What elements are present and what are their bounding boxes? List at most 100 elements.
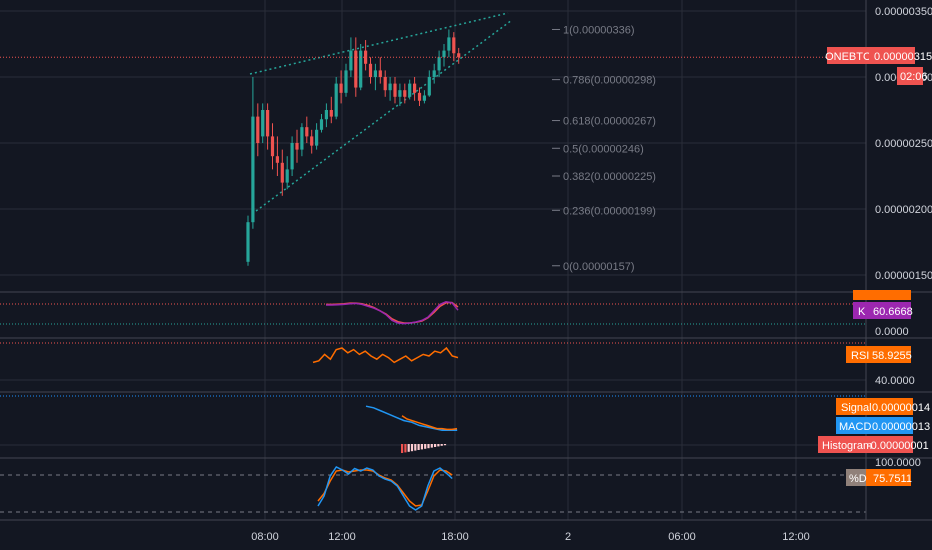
candle-body bbox=[315, 129, 319, 146]
countdown-label: 02:06 bbox=[900, 71, 928, 83]
candle bbox=[457, 47, 461, 64]
stochrsi-d-line bbox=[317, 469, 453, 507]
candle-body bbox=[452, 37, 456, 54]
rsi-axis-label: 40.0000 bbox=[875, 375, 915, 387]
candle-body bbox=[261, 110, 265, 137]
candle bbox=[413, 77, 417, 101]
candle bbox=[442, 44, 446, 67]
fib-level-label: 0(0.00000157) bbox=[563, 261, 635, 273]
candle bbox=[339, 70, 343, 104]
candle bbox=[290, 136, 294, 176]
candle-body bbox=[329, 110, 333, 117]
fibonacci-retracement[interactable]: 1(0.00000336) 0.786(0.00000298) 0.618(0.00… bbox=[552, 24, 656, 273]
candle-body bbox=[427, 77, 431, 96]
rsi-line bbox=[312, 346, 459, 364]
candle bbox=[246, 215, 250, 266]
candle bbox=[427, 70, 431, 97]
histogram-bar bbox=[417, 444, 420, 450]
candlestick-series bbox=[246, 29, 461, 266]
rising-wedge-lines[interactable] bbox=[249, 12, 513, 215]
signal-line bbox=[401, 415, 458, 431]
stoch-badges: K 60.6668 0.0000 bbox=[853, 290, 913, 338]
time-tick-label: 08:00 bbox=[251, 531, 279, 543]
candle-body bbox=[403, 90, 407, 97]
price-tick-label: 0.00000150 bbox=[875, 270, 932, 282]
candle-body bbox=[246, 222, 250, 262]
candle bbox=[388, 77, 392, 101]
histogram-bar bbox=[427, 444, 430, 449]
candle bbox=[256, 103, 260, 157]
wedge-upper-line bbox=[249, 12, 509, 75]
candle-body bbox=[305, 127, 309, 137]
candle bbox=[251, 77, 255, 229]
candle bbox=[295, 129, 299, 163]
candle bbox=[319, 113, 324, 133]
candle-body bbox=[290, 143, 294, 170]
candle bbox=[334, 77, 338, 120]
price-tick-label: 0.00000250 bbox=[875, 138, 932, 150]
candle bbox=[378, 57, 382, 84]
histogram-bar bbox=[401, 444, 404, 453]
candle-body bbox=[359, 50, 363, 88]
histogram-bar bbox=[440, 444, 443, 446]
candle-body bbox=[393, 83, 397, 97]
macd-signal-label: Signal bbox=[841, 402, 872, 414]
fib-level-label: 0.382(0.00000225) bbox=[563, 171, 656, 183]
candle bbox=[368, 57, 373, 84]
candle bbox=[329, 96, 333, 124]
candle bbox=[403, 83, 407, 104]
candle bbox=[398, 83, 402, 107]
fib-level-label: 0.236(0.00000199) bbox=[563, 205, 656, 217]
candle bbox=[364, 40, 368, 71]
current-price-label: 0.00000315 bbox=[874, 51, 932, 63]
candle-body bbox=[378, 70, 382, 77]
candle-body bbox=[339, 83, 343, 93]
candle bbox=[437, 50, 441, 77]
fib-level-label: 0.786(0.00000298) bbox=[563, 75, 656, 87]
stochrsi-k-label: %D bbox=[849, 473, 867, 485]
candle-body bbox=[270, 136, 275, 157]
histogram-bar bbox=[410, 444, 414, 452]
histogram-bar bbox=[430, 444, 433, 448]
candle-body bbox=[349, 50, 353, 71]
histogram-bar bbox=[404, 444, 407, 453]
stochrsi-badges: 100.0000 %D 75.7511 bbox=[846, 457, 921, 486]
candle bbox=[280, 149, 284, 196]
rsi-badges: RSI 58.9255 40.0000 bbox=[846, 346, 915, 387]
candle bbox=[344, 63, 348, 97]
macd-hist-label: Histogram bbox=[822, 440, 872, 452]
candle-body bbox=[251, 116, 255, 223]
fib-level-label: 0.618(0.00000267) bbox=[563, 116, 656, 128]
price-tick-label: 0.00000350 bbox=[875, 6, 932, 18]
candle-body bbox=[334, 83, 338, 117]
candle bbox=[447, 29, 451, 58]
candle-body bbox=[354, 50, 358, 88]
candle-body bbox=[344, 70, 348, 93]
macd-line-label: MACD bbox=[839, 421, 871, 433]
stoch-k-label: K bbox=[858, 306, 866, 318]
candle bbox=[261, 103, 265, 143]
candle-body bbox=[422, 95, 426, 101]
candle bbox=[417, 87, 422, 107]
candle-body bbox=[319, 119, 324, 130]
candle-body bbox=[256, 116, 260, 143]
candle-body bbox=[364, 50, 368, 64]
candle-body bbox=[310, 136, 314, 146]
indicator-panes bbox=[0, 301, 866, 513]
candle bbox=[432, 63, 436, 84]
candle bbox=[383, 70, 387, 97]
time-tick-label: 12:00 bbox=[328, 531, 356, 543]
candle bbox=[310, 129, 314, 154]
macd-badges: Signal 0.00000014 MACD 0.00000013 Histog… bbox=[818, 398, 930, 453]
histogram-bar bbox=[407, 444, 410, 452]
candle-body bbox=[432, 70, 436, 77]
histogram-bar bbox=[434, 444, 437, 447]
rsi-label: RSI bbox=[851, 350, 869, 362]
wedge-lower-line bbox=[251, 19, 513, 215]
candle bbox=[285, 156, 289, 190]
candle bbox=[393, 77, 397, 104]
candle-body bbox=[442, 50, 446, 58]
candle bbox=[275, 136, 279, 176]
candle bbox=[324, 103, 328, 128]
